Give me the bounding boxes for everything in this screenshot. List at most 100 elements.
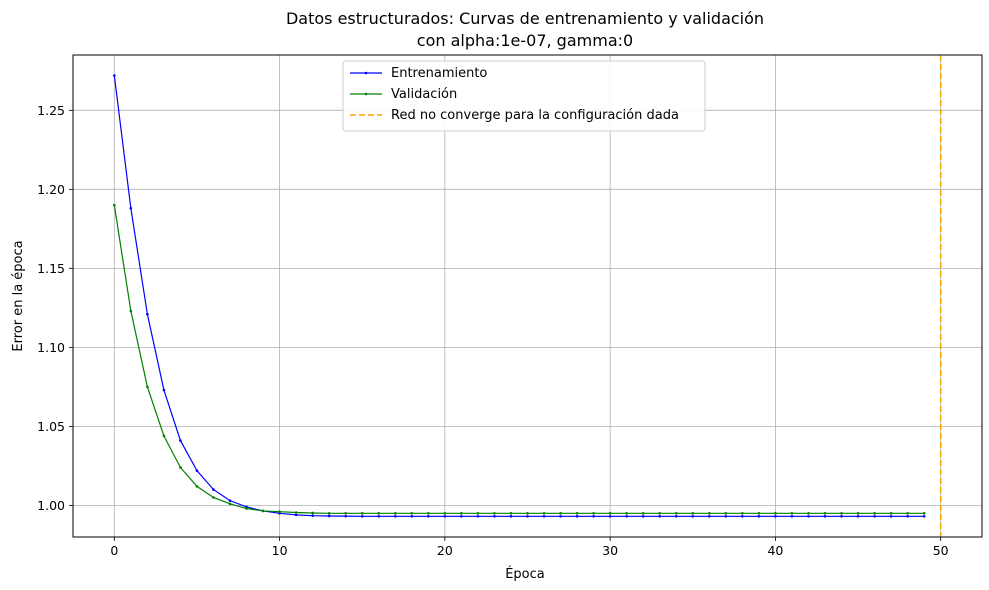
data-point-validacion xyxy=(658,511,662,515)
data-point-entrenamiento xyxy=(493,514,496,518)
data-point-entrenamiento xyxy=(162,388,166,392)
data-point-entrenamiento xyxy=(542,514,546,518)
data-point-validacion xyxy=(443,511,447,515)
data-point-validacion xyxy=(162,434,166,438)
legend-label-validacion: Validación xyxy=(391,87,457,102)
data-point-entrenamiento xyxy=(873,514,876,518)
data-point-validacion xyxy=(509,511,513,515)
x-axis-label: Época xyxy=(505,566,545,582)
data-point-entrenamiento xyxy=(889,514,893,518)
legend-label-entrenamiento: Entrenamiento xyxy=(391,66,487,81)
data-point-entrenamiento xyxy=(790,514,794,518)
data-point-entrenamiento xyxy=(476,514,480,518)
data-point-validacion xyxy=(856,511,860,515)
data-point-validacion xyxy=(311,511,314,515)
series-line-validacion xyxy=(113,205,925,514)
data-point-validacion xyxy=(724,511,728,515)
data-point-entrenamiento xyxy=(741,514,744,518)
data-point-entrenamiento xyxy=(840,514,843,518)
legend-box xyxy=(342,60,706,132)
data-point-entrenamiento xyxy=(658,514,662,518)
data-point-validacion xyxy=(195,485,199,488)
data-point-entrenamiento xyxy=(228,499,232,502)
data-point-entrenamiento xyxy=(377,514,381,518)
data-point-validacion xyxy=(113,203,116,207)
data-point-entrenamiento xyxy=(311,514,314,517)
data-point-validacion xyxy=(674,511,678,515)
data-point-validacion xyxy=(393,511,397,515)
data-point-entrenamiento xyxy=(460,514,463,518)
data-point-validacion xyxy=(889,511,893,515)
y-axis-label: Error en la época xyxy=(11,240,26,351)
data-point-validacion xyxy=(278,510,281,514)
y-tick-label: 1.15 xyxy=(37,261,65,276)
data-point-entrenamiento xyxy=(922,514,926,518)
data-point-entrenamiento xyxy=(443,514,447,518)
data-point-entrenamiento xyxy=(129,206,133,210)
data-point-validacion xyxy=(823,511,827,515)
data-point-entrenamiento xyxy=(393,514,397,518)
data-point-validacion xyxy=(906,511,909,515)
x-tick-label: 30 xyxy=(602,543,618,558)
data-point-validacion xyxy=(129,309,133,313)
data-point-entrenamiento xyxy=(526,514,529,518)
data-point-validacion xyxy=(360,511,364,515)
data-point-entrenamiento xyxy=(625,514,628,518)
data-point-entrenamiento xyxy=(212,488,215,491)
data-point-validacion xyxy=(294,511,298,514)
data-point-validacion xyxy=(146,385,149,389)
data-point-validacion xyxy=(625,511,628,515)
data-point-entrenamiento xyxy=(823,514,827,518)
data-point-validacion xyxy=(245,507,248,510)
legend-marker-validacion xyxy=(364,92,368,96)
data-point-validacion xyxy=(559,511,562,515)
data-point-entrenamiento xyxy=(708,514,711,518)
data-point-validacion xyxy=(608,511,612,515)
data-point-validacion xyxy=(460,511,463,515)
data-point-validacion xyxy=(344,511,348,515)
series-line-entrenamiento xyxy=(113,75,925,517)
grid xyxy=(73,55,982,537)
x-tick-label: 20 xyxy=(437,543,453,558)
data-point-validacion xyxy=(410,511,414,515)
y-tick-label: 1.10 xyxy=(37,340,65,355)
data-point-entrenamiento xyxy=(724,514,728,518)
data-point-validacion xyxy=(476,511,480,515)
data-point-validacion xyxy=(641,511,645,515)
data-point-validacion xyxy=(493,511,496,515)
plot-frame xyxy=(72,54,983,538)
data-point-validacion xyxy=(327,511,331,515)
data-point-entrenamiento xyxy=(575,514,579,518)
data-point-validacion xyxy=(807,511,810,515)
legend: Entrenamiento Validación Red no converge… xyxy=(342,60,706,132)
legend-label-no-converge: Red no converge para la configuración da… xyxy=(391,108,679,123)
data-point-validacion xyxy=(427,511,430,515)
x-tick-label: 50 xyxy=(933,543,949,558)
data-point-entrenamiento xyxy=(113,74,116,77)
data-point-validacion xyxy=(575,511,579,515)
data-point-validacion xyxy=(261,509,265,513)
data-point-entrenamiento xyxy=(674,514,678,518)
data-point-validacion xyxy=(526,511,529,515)
data-point-validacion xyxy=(922,511,926,515)
data-point-entrenamiento xyxy=(195,469,199,472)
data-point-validacion xyxy=(691,511,695,515)
data-point-entrenamiento xyxy=(608,514,612,518)
x-tick-label: 10 xyxy=(272,543,288,558)
x-ticks: 0 10 20 30 40 50 xyxy=(110,537,949,558)
x-tick-label: 0 xyxy=(110,543,118,558)
chart-title-line-1: Datos estructurados: Curvas de entrenami… xyxy=(286,9,764,28)
data-point-validacion xyxy=(873,511,876,515)
y-tick-label: 1.00 xyxy=(37,498,65,513)
data-point-entrenamiento xyxy=(146,312,149,316)
y-ticks: 1.00 1.05 1.10 1.15 1.20 1.25 xyxy=(37,103,73,513)
series-layer xyxy=(113,74,926,518)
chart-title-line-2: con alpha:1e-07, gamma:0 xyxy=(417,31,633,50)
data-point-entrenamiento xyxy=(641,514,645,518)
data-point-entrenamiento xyxy=(427,514,430,518)
data-point-entrenamiento xyxy=(294,513,298,517)
y-tick-label: 1.20 xyxy=(37,182,65,197)
data-point-entrenamiento xyxy=(559,514,562,518)
data-point-validacion xyxy=(774,511,777,515)
